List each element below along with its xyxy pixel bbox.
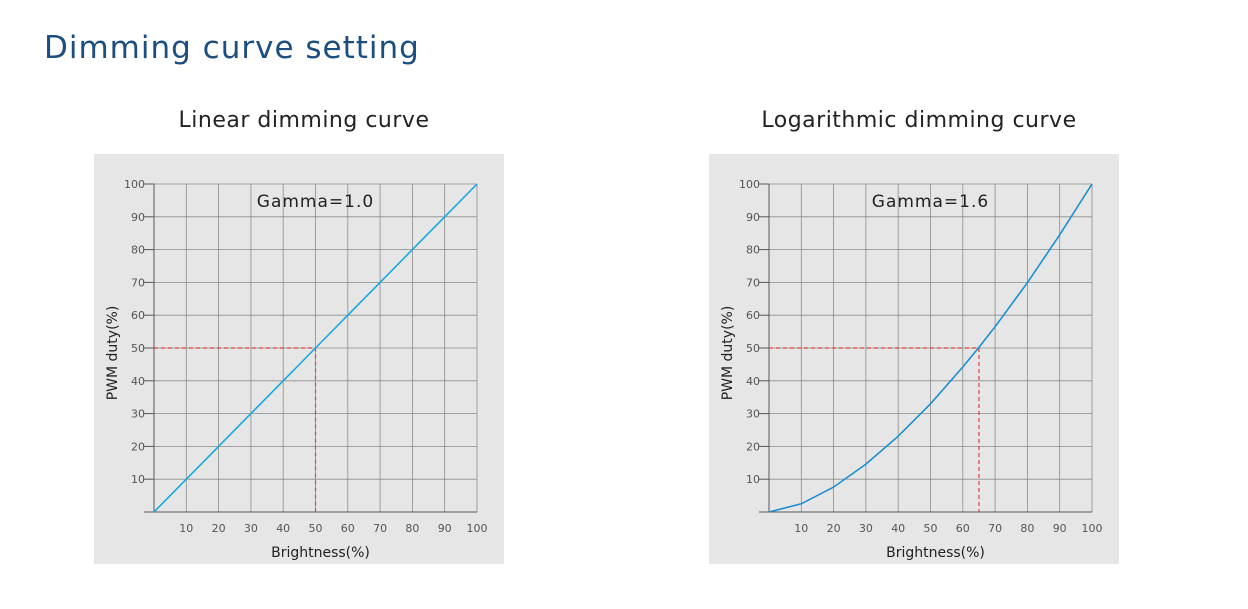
y-tick-label: 30 <box>131 408 145 421</box>
y-tick-label: 40 <box>746 375 760 388</box>
linear-chart-plot: 10 20 30 40 50 60 70 80 90 100 10 20 30 40 50 60 70 80 90 1… <box>105 178 488 561</box>
y-axis-title: PWM duty(%) <box>105 306 121 401</box>
chart-panel: 10 20 30 40 50 60 70 80 90 100 10 20 30 40 50 60 70 80 90 1… <box>94 154 504 564</box>
x-tick-label: 80 <box>1020 522 1034 535</box>
x-tick-label: 60 <box>956 522 970 535</box>
y-tick-label: 40 <box>131 375 145 388</box>
y-tick-label: 80 <box>746 244 760 257</box>
chart-title: Linear dimming curve <box>178 108 430 133</box>
y-tick-label: 90 <box>131 211 145 224</box>
x-tick-label: 20 <box>212 522 226 535</box>
y-tick-label: 70 <box>131 276 145 289</box>
y-tick-label: 80 <box>131 244 145 257</box>
y-tick-label: 100 <box>739 178 760 191</box>
page-title: Dimming curve setting <box>44 30 420 66</box>
y-tick-label: 60 <box>746 309 760 322</box>
x-axis-title: Brightness(%) <box>271 545 370 561</box>
x-tick-label: 50 <box>924 522 938 535</box>
x-tick-label: 100 <box>467 522 488 535</box>
x-tick-label: 20 <box>827 522 841 535</box>
x-tick-label: 10 <box>179 522 193 535</box>
x-tick-label: 40 <box>891 522 905 535</box>
x-tick-label: 30 <box>859 522 873 535</box>
x-axis-title: Brightness(%) <box>886 545 985 561</box>
y-tick-label: 10 <box>746 473 760 486</box>
chart-title: Logarithmic dimming curve <box>761 108 1077 133</box>
logarithmic-chart-plot: 10 20 30 40 50 60 70 80 90 100 10 20 30 40 50 60 70 80 90 1… <box>720 178 1103 561</box>
x-tick-label: 10 <box>794 522 808 535</box>
x-tick-label: 80 <box>405 522 419 535</box>
y-tick-label: 90 <box>746 211 760 224</box>
series-line <box>768 183 1093 513</box>
gamma-annotation: Gamma=1.6 <box>872 192 989 212</box>
y-tick-label: 30 <box>746 408 760 421</box>
y-tick-label: 20 <box>746 440 760 453</box>
series-line <box>153 183 478 513</box>
y-tick-label: 20 <box>131 440 145 453</box>
x-tick-label: 60 <box>341 522 355 535</box>
y-tick-label: 50 <box>746 342 760 355</box>
gamma-annotation: Gamma=1.0 <box>257 192 374 212</box>
y-tick-label: 70 <box>746 276 760 289</box>
x-tick-label: 50 <box>309 522 323 535</box>
guide-line <box>769 347 980 512</box>
x-tick-label: 70 <box>988 522 1002 535</box>
chart-panel: 10 20 30 40 50 60 70 80 90 100 10 20 30 40 50 60 70 80 90 1… <box>709 154 1119 564</box>
y-axis-title: PWM duty(%) <box>720 306 736 401</box>
x-tick-label: 100 <box>1082 522 1103 535</box>
y-tick-label: 10 <box>131 473 145 486</box>
x-tick-label: 90 <box>1053 522 1067 535</box>
x-tick-label: 40 <box>276 522 290 535</box>
y-tick-label: 60 <box>131 309 145 322</box>
x-tick-label: 70 <box>373 522 387 535</box>
x-tick-label: 30 <box>244 522 258 535</box>
y-tick-label: 100 <box>124 178 145 191</box>
y-tick-label: 50 <box>131 342 145 355</box>
x-tick-label: 90 <box>438 522 452 535</box>
